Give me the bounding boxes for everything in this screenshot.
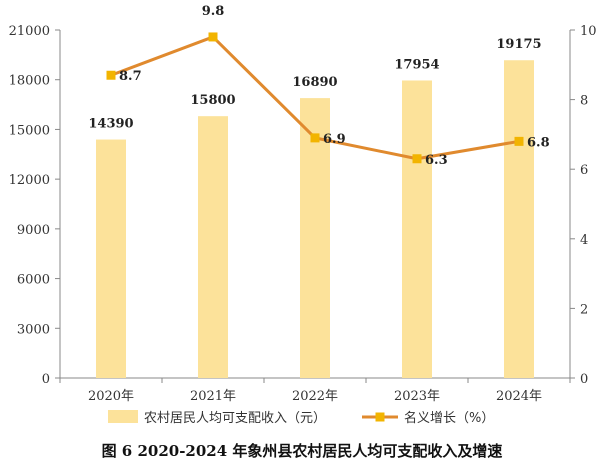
bar [402, 80, 432, 379]
left-tick-label: 18000 [9, 74, 50, 89]
left-tick-label: 9000 [17, 223, 50, 238]
left-axis: 0 3000 6000 9000 12000 15000 18000 21000 [9, 24, 61, 387]
legend-swatch-marker [375, 412, 385, 422]
left-tick-label: 12000 [9, 173, 50, 188]
right-axis: 0 2 4 6 8 10 [569, 24, 597, 387]
left-tick-label: 15000 [9, 123, 50, 138]
line-value-label: 6.9 [323, 132, 346, 147]
right-tick-label: 8 [580, 94, 588, 109]
line-series [106, 32, 524, 164]
right-tick-label: 0 [580, 372, 588, 387]
legend: 农村居民人均可支配收入（元） 名义增长（%） [108, 410, 494, 426]
bar-value-label: 14390 [88, 117, 133, 132]
legend-label-bar: 农村居民人均可支配收入（元） [144, 411, 326, 426]
bar [198, 116, 228, 379]
x-tick-label: 2024年 [496, 389, 542, 404]
line-value-label: 9.8 [202, 4, 225, 19]
bar-value-label: 17954 [394, 57, 439, 72]
bars [96, 60, 534, 379]
bar [96, 139, 126, 378]
legend-label-line: 名义增长（%） [404, 410, 494, 426]
data-labels: 14390 15800 16890 17954 19175 8.7 9.8 6.9 6.3 6.8 [88, 4, 549, 168]
bar [504, 60, 534, 378]
line-value-label: 8.7 [119, 69, 142, 84]
line-point [208, 32, 218, 42]
line-point [514, 136, 524, 146]
line-point [106, 70, 116, 80]
legend-swatch-bar [108, 410, 138, 423]
line-point [310, 133, 320, 143]
x-axis: 2020年 2021年 2022年 2023年 2024年 [59, 377, 571, 404]
line-value-label: 6.8 [527, 135, 550, 150]
left-tick-label: 21000 [9, 24, 50, 39]
line-point [412, 154, 422, 164]
left-tick-label: 0 [42, 372, 50, 387]
line-value-label: 6.3 [425, 153, 448, 168]
bar-value-label: 15800 [190, 93, 235, 108]
left-tick-label: 6000 [17, 273, 50, 288]
right-tick-label: 2 [580, 302, 588, 317]
x-tick-label: 2022年 [292, 389, 338, 404]
right-tick-label: 4 [580, 233, 588, 248]
bar-value-label: 16890 [292, 75, 337, 90]
bar [300, 98, 330, 378]
x-tick-label: 2020年 [88, 389, 134, 404]
left-tick-label: 3000 [17, 322, 50, 337]
right-tick-label: 10 [580, 24, 597, 39]
right-tick-label: 6 [580, 163, 588, 178]
bar-value-label: 19175 [496, 37, 541, 52]
chart-title: 图 6 2020-2024 年象州县农村居民人均可支配收入及增速 [101, 442, 503, 460]
x-tick-label: 2021年 [190, 389, 236, 404]
x-tick-label: 2023年 [394, 389, 440, 404]
